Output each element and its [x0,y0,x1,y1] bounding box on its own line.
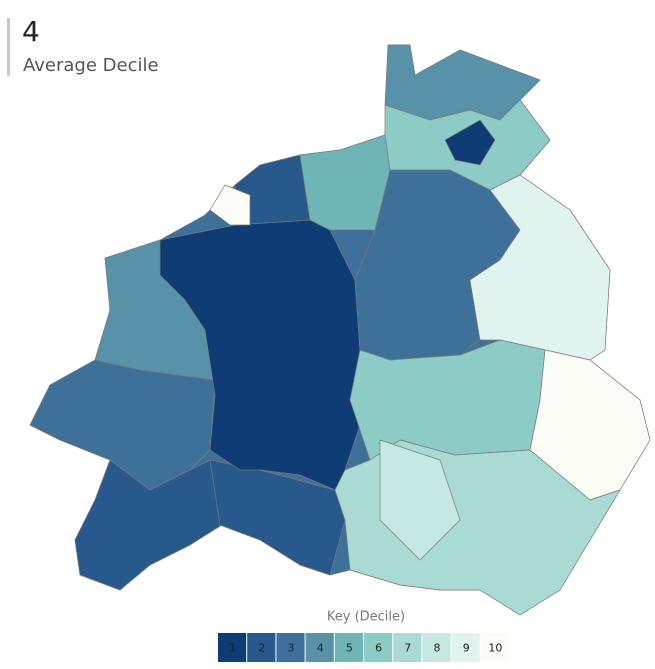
legend-swatch [480,633,509,662]
legend-label: 4 [317,642,324,655]
map-region [209,459,346,576]
header-label: Average Decile [23,55,159,76]
legend-label: 6 [375,642,382,655]
legend-swatch [305,633,334,662]
legend-label: 5 [346,642,353,655]
header-value: 4 [22,15,40,48]
map-region [444,119,496,166]
legend-swatch [393,633,422,662]
legend-label: 8 [434,642,441,655]
legend-label: 7 [404,642,411,655]
legend-swatch [422,633,451,662]
map-region [209,184,251,226]
legend-swatch [451,633,480,662]
legend-swatch [218,633,247,662]
header-accent [7,18,10,76]
legend-swatch [364,633,393,662]
map-region [349,339,546,461]
legend-label: 2 [258,642,265,655]
legend-label: 9 [463,642,470,655]
legend-swatch [247,633,276,662]
map-region [299,134,391,231]
map-region [379,439,461,561]
legend: 1 2 3 4 5 6 7 8 9 10 [218,633,509,662]
map-region [74,459,231,591]
legend-swatch [334,633,363,662]
legend-label: 10 [488,642,502,655]
legend-title: Key (Decile) [327,610,405,625]
legend-label: 3 [288,642,295,655]
legend-swatch [276,633,305,662]
legend-label: 1 [229,642,236,655]
map [29,44,651,616]
